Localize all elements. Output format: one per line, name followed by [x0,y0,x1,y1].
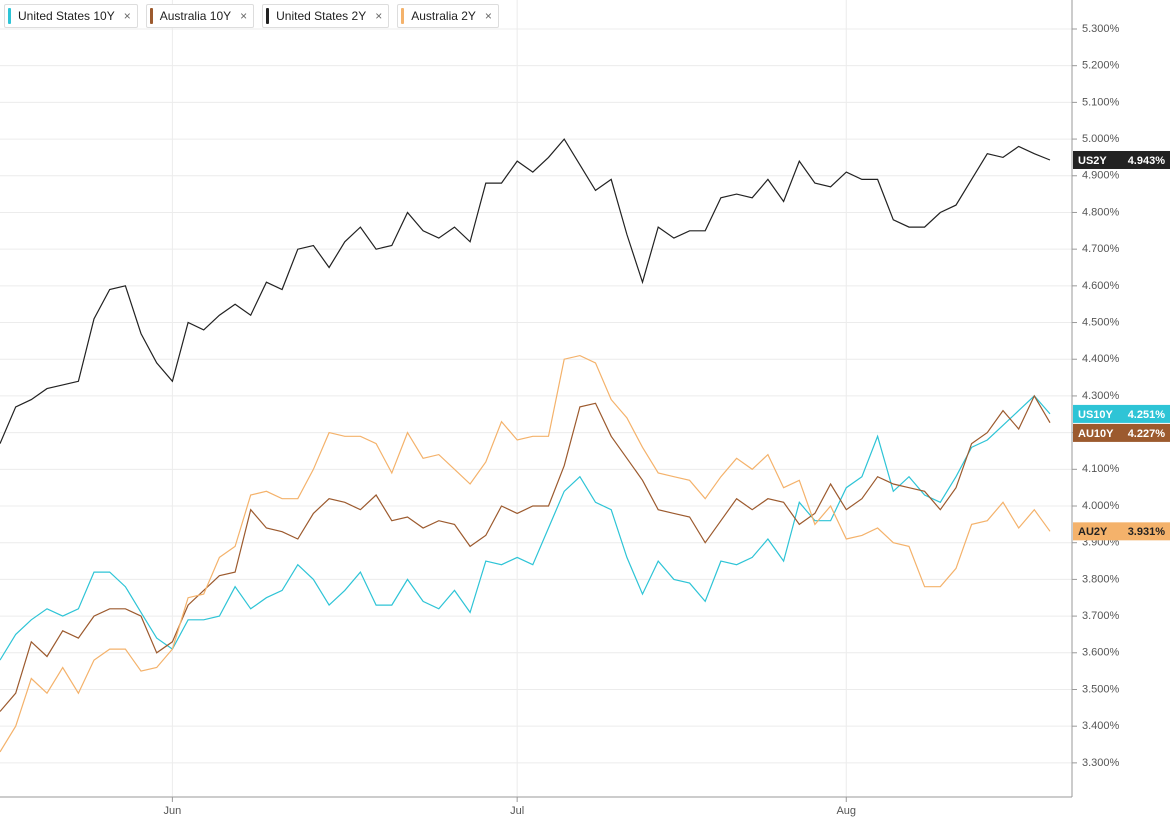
y-tick-label: 4.900% [1082,170,1120,182]
y-tick-label: 5.300% [1082,23,1120,35]
remove-series-button[interactable]: × [375,9,383,23]
x-tick-label: Aug [836,805,856,817]
remove-series-button[interactable]: × [484,9,492,23]
series-line [0,394,1051,712]
y-tick-label: 3.600% [1082,647,1120,659]
last-value-tag [1073,423,1170,442]
last-value-tag [1073,522,1170,541]
remove-series-button[interactable]: × [123,9,131,23]
series-line [0,395,1051,661]
y-tick-label: 5.100% [1082,96,1120,108]
legend-chip[interactable]: Australia 2Y × [397,4,499,28]
y-tick-label: 4.000% [1082,500,1120,512]
legend-chip[interactable]: United States 10Y × [4,4,138,28]
legend-swatch [266,8,270,24]
y-tick-label: 4.600% [1082,280,1120,292]
y-tick-label: 4.800% [1082,206,1120,218]
x-tick-label: Jun [164,805,182,817]
legend-swatch [8,8,11,24]
x-tick-label: Jul [510,805,524,817]
tag-name: AU10Y [1078,428,1114,440]
tag-value: 4.251% [1128,409,1166,421]
last-value-tag [1073,404,1170,423]
tag-name: US2Y [1078,155,1107,167]
legend-chip[interactable]: Australia 10Y × [145,4,255,28]
y-tick-label: 5.200% [1082,60,1120,72]
tag-value: 4.227% [1128,428,1166,440]
y-tick-label: 4.500% [1082,316,1120,328]
y-tick-label: 3.700% [1082,610,1120,622]
remove-series-button[interactable]: × [240,9,248,23]
legend: United States 10Y × Australia 10Y × United S… [4,4,499,28]
y-tick-label: 4.700% [1082,243,1120,255]
y-tick-label: 5.000% [1082,133,1120,145]
tag-name: AU2Y [1078,526,1108,538]
legend-label: United States 2Y [276,9,367,23]
legend-label: Australia 10Y [159,9,232,23]
y-tick-label: 3.800% [1082,573,1120,585]
tag-name: US10Y [1078,409,1114,421]
legend-label: United States 10Y [18,9,115,23]
y-tick-label: 3.400% [1082,720,1120,732]
tag-value: 4.943% [1128,155,1166,167]
legend-swatch [401,8,405,24]
tag-value: 3.931% [1128,526,1166,538]
series-line [0,138,1051,444]
y-tick-label: 3.500% [1082,683,1120,695]
last-value-tag [1073,150,1170,169]
legend-swatch [149,8,153,24]
y-tick-label: 4.400% [1082,353,1120,365]
legend-chip[interactable]: United States 2Y × [262,4,390,28]
y-tick-label: 4.300% [1082,390,1120,402]
y-tick-label: 3.300% [1082,757,1120,769]
series-line [0,354,1051,753]
y-tick-label: 4.100% [1082,463,1120,475]
legend-label: Australia 2Y [411,9,476,23]
